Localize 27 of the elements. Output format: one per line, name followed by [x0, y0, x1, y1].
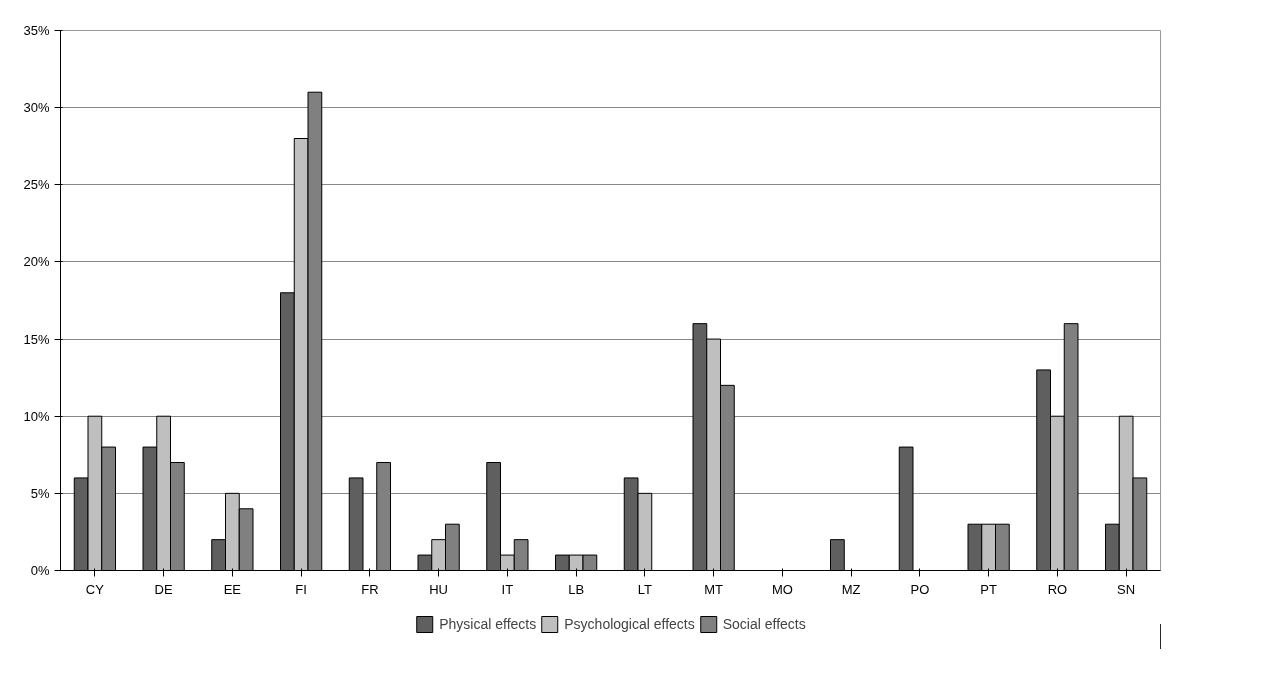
- x-tick-label: DE: [154, 581, 173, 597]
- x-tick-label: MT: [704, 581, 724, 597]
- y-tick-label: 15%: [23, 331, 50, 347]
- x-tick-label: PO: [910, 581, 930, 597]
- legend-label: Physical effects: [439, 616, 537, 632]
- y-tick-label: 10%: [23, 408, 50, 424]
- x-tick-label: FI: [295, 581, 307, 597]
- x-tick-label: LB: [568, 581, 585, 597]
- y-tick-label: 20%: [23, 254, 50, 270]
- x-tick-label: SN: [1117, 581, 1136, 597]
- legend-label: Social effects: [722, 616, 806, 632]
- x-tick-label: CY: [85, 581, 105, 597]
- x-tick-label: RO: [1047, 581, 1068, 597]
- x-tick-label: PT: [980, 581, 997, 597]
- y-tick-label: 35%: [23, 23, 50, 38]
- x-tick-label: LT: [637, 581, 653, 597]
- y-tick-label: 25%: [23, 177, 50, 193]
- legend-label: Psychological effects: [564, 616, 695, 632]
- x-tick-label: EE: [223, 581, 242, 597]
- y-tick-label: 0%: [30, 563, 50, 578]
- x-tick-label: FR: [361, 581, 379, 597]
- x-tick-label: MO: [771, 581, 793, 597]
- x-tick-label: IT: [501, 581, 514, 597]
- y-tick-label: 5%: [30, 485, 50, 501]
- x-tick-label: HU: [429, 581, 449, 597]
- y-tick-label: 30%: [23, 100, 50, 116]
- x-tick-label: MZ: [841, 581, 861, 597]
